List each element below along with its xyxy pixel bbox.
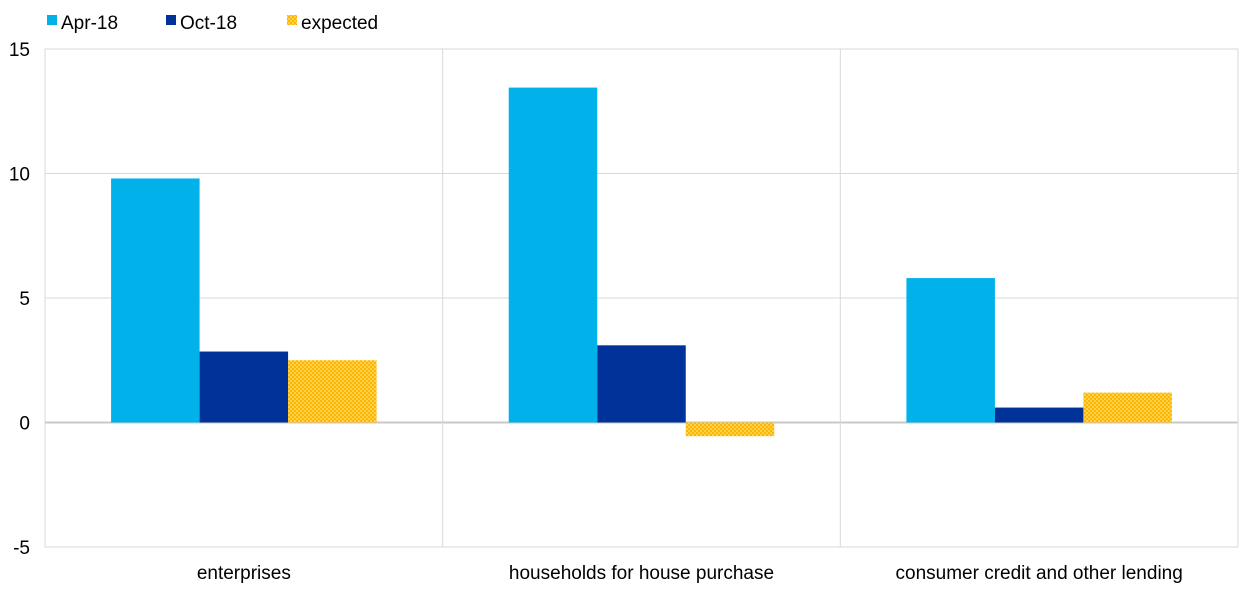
bar-expected: [1083, 392, 1172, 423]
bar-expected: [685, 422, 775, 437]
bar-expected: [288, 360, 377, 423]
y-tick-label: 5: [19, 289, 30, 310]
x-tick-label: enterprises: [197, 563, 291, 584]
legend-swatch-apr-18: [47, 15, 57, 25]
x-axis-ticks: enterprises households for house purchase…: [197, 563, 1183, 584]
gridlines: [44, 48, 1239, 548]
bars: [111, 87, 1172, 437]
y-tick-label: 15: [9, 40, 30, 61]
y-tick-label: 0: [19, 414, 30, 435]
legend-label: Oct-18: [180, 13, 237, 34]
y-axis-ticks: 15 10 5 0 -5: [9, 40, 30, 559]
y-tick-label: -5: [13, 538, 30, 559]
bar-oct-18: [199, 351, 289, 423]
legend: Apr-18 Oct-18 expected: [47, 13, 378, 34]
legend-swatch-oct-18: [166, 15, 176, 25]
bar-apr-18: [508, 87, 598, 423]
bar-oct-18: [597, 345, 686, 423]
bar-oct-18: [994, 407, 1084, 423]
y-tick-label: 10: [9, 165, 30, 186]
legend-label: Apr-18: [61, 13, 118, 34]
legend-label: expected: [301, 13, 378, 34]
bar-apr-18: [906, 278, 995, 423]
x-tick-label: consumer credit and other lending: [896, 563, 1183, 584]
legend-swatch-expected: [287, 15, 297, 25]
bar-apr-18: [111, 178, 200, 423]
x-tick-label: households for house purchase: [509, 563, 774, 584]
